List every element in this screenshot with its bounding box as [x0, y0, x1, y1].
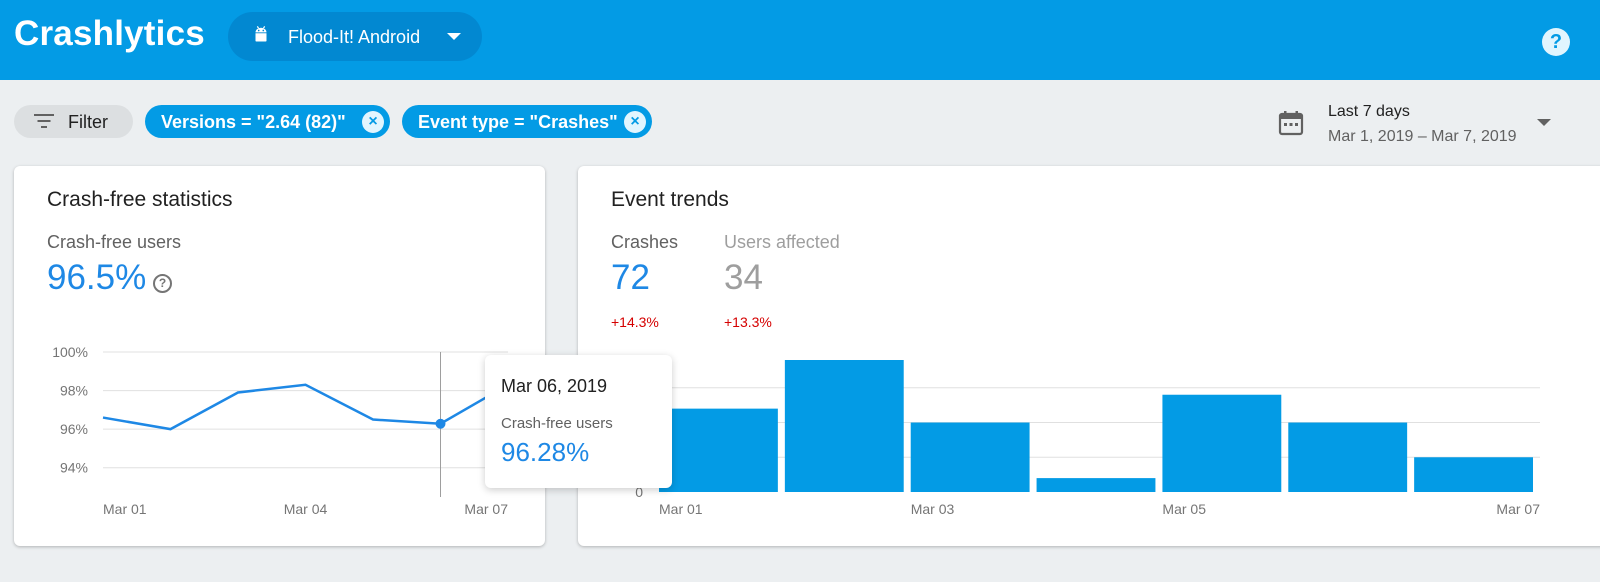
- close-icon[interactable]: ×: [624, 111, 646, 133]
- filter-list-icon: [34, 114, 54, 128]
- y-tick-label: 98%: [60, 383, 88, 399]
- filter-chip-event-type[interactable]: Event type = "Crashes" ×: [402, 105, 652, 138]
- x-tick-label: Mar 05: [1162, 501, 1206, 517]
- filter-chip-version[interactable]: Versions = "2.64 (82)" ×: [145, 105, 390, 138]
- filter-button[interactable]: Filter: [14, 105, 133, 138]
- x-tick-label: Mar 01: [659, 501, 703, 517]
- close-icon[interactable]: ×: [362, 111, 384, 133]
- y-tick-label: 100%: [52, 344, 88, 360]
- brand-title: Crashlytics: [14, 14, 205, 53]
- bar: [1288, 422, 1408, 492]
- crash-free-statistics-card: Crash-free statistics Crash-free users 9…: [14, 166, 545, 546]
- android-icon: [255, 26, 267, 42]
- chevron-down-icon: [1537, 119, 1551, 126]
- filter-chip-label: Versions = "2.64 (82)": [161, 112, 346, 132]
- y-tick-label: 0: [635, 484, 643, 500]
- crash-free-line-chart: 100% 98% 96% 94% Mar 01 Mar 04 Mar 07: [52, 344, 509, 517]
- crashes-value: 72: [611, 258, 650, 297]
- chart-tooltip: Mar 06, 2019 Crash-free users 96.28%: [485, 355, 672, 488]
- card-title: Event trends: [611, 188, 729, 211]
- crash-free-users-value: 96.5%: [47, 258, 147, 297]
- top-app-bar: Crashlytics Flood-It! Android ?: [0, 0, 1600, 80]
- help-icon[interactable]: ?: [1542, 28, 1570, 56]
- bar: [784, 360, 904, 492]
- users-affected-value: 34: [724, 258, 763, 297]
- x-tick-label: Mar 07: [1496, 501, 1540, 517]
- users-affected-delta: +13.3%: [724, 314, 772, 330]
- bar: [1414, 457, 1533, 492]
- data-point: [435, 418, 446, 429]
- card-title: Crash-free statistics: [47, 188, 233, 211]
- date-range-dates: Mar 1, 2019 – Mar 7, 2019: [1328, 128, 1517, 145]
- bar: [910, 422, 1030, 492]
- y-tick-label: 96%: [60, 421, 88, 437]
- x-tick-label: Mar 04: [284, 501, 328, 517]
- y-tick-label: 94%: [60, 460, 88, 476]
- filter-chip-label: Event type = "Crashes": [418, 112, 618, 132]
- tooltip-label: Crash-free users: [501, 415, 613, 432]
- series-line: [102, 383, 509, 431]
- x-tick-label: Mar 07: [464, 501, 508, 517]
- users-affected-label[interactable]: Users affected: [724, 232, 840, 252]
- calendar-icon: [1278, 111, 1304, 136]
- help-outline-icon[interactable]: ?: [153, 274, 172, 293]
- chevron-down-icon: [447, 33, 461, 40]
- tooltip-date: Mar 06, 2019: [501, 376, 608, 396]
- crashes-delta: +14.3%: [611, 314, 659, 330]
- app-name: Flood-It! Android: [288, 27, 421, 47]
- bar: [1162, 394, 1282, 492]
- crash-free-users-label: Crash-free users: [47, 232, 182, 252]
- x-tick-label: Mar 03: [911, 501, 955, 517]
- x-tick-label: Mar 01: [103, 501, 147, 517]
- tooltip-value: 96.28%: [501, 437, 590, 467]
- event-trends-bar-chart: 0 Mar 01 Mar 03 Mar 05 Mar 07: [635, 360, 1540, 517]
- app-selector[interactable]: Flood-It! Android: [228, 12, 482, 61]
- bar: [1036, 478, 1156, 492]
- crashes-label[interactable]: Crashes: [611, 232, 679, 252]
- bar: [659, 408, 778, 492]
- date-range-selector[interactable]: Last 7 days Mar 1, 2019 – Mar 7, 2019: [1270, 100, 1570, 150]
- filter-label: Filter: [68, 112, 108, 132]
- date-range-preset: Last 7 days: [1328, 103, 1410, 120]
